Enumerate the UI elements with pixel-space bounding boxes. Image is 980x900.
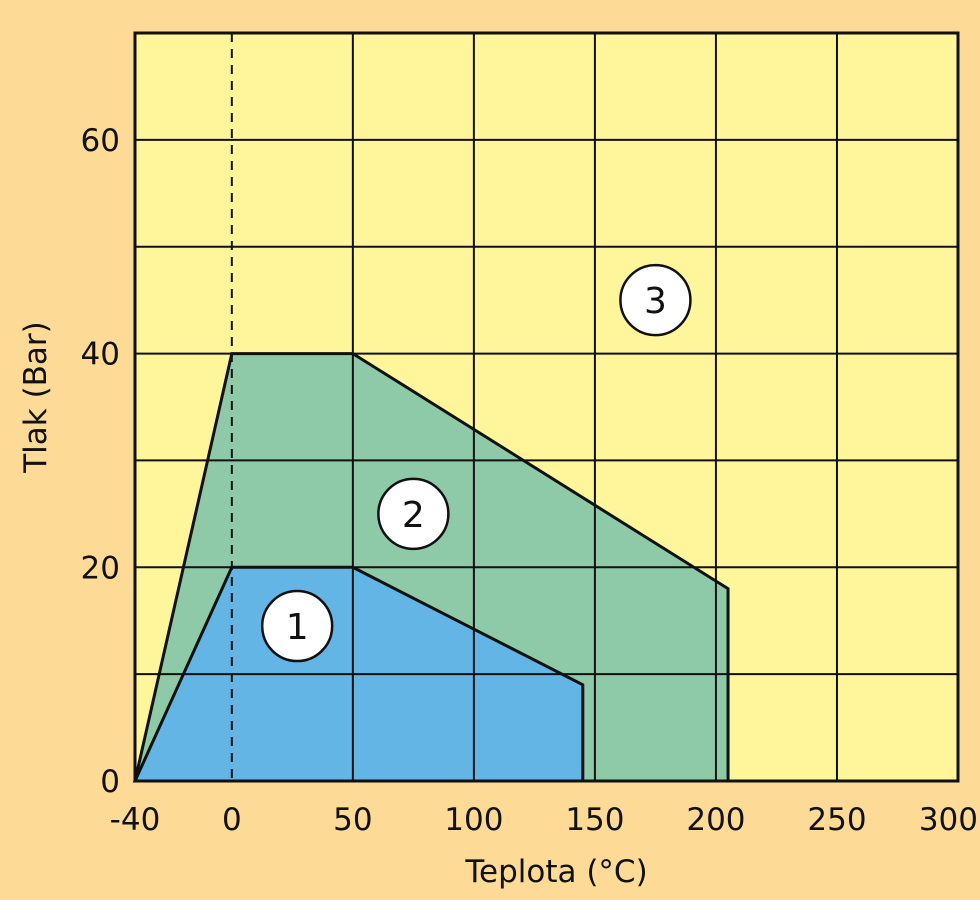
region-1-outline: [132, 565, 585, 783]
region-outline-layer: [132, 352, 730, 783]
x-tick-label-200: 200: [686, 802, 745, 838]
y-tick-label-40: 40: [81, 337, 120, 373]
zone-markers-layer: 2 1 3: [260, 263, 692, 663]
zone-marker-1-label: 1: [286, 607, 309, 648]
x-tick-label-250: 250: [807, 802, 866, 838]
region-2-outline: [133, 352, 730, 783]
y-tick-label-60: 60: [81, 123, 120, 159]
x-axis-title: Teplota (°C): [464, 854, 647, 890]
x-tick-label-300: 300: [919, 802, 978, 838]
y-axis-title: Tlak (Bar): [18, 321, 54, 474]
x-tick-label-0: 0: [222, 802, 242, 838]
y-tick-label-20: 20: [81, 550, 120, 586]
zone-marker-2-label: 2: [402, 495, 425, 536]
zone-marker-3-circle: [619, 263, 692, 337]
y-tick-label-0: 0: [100, 764, 120, 800]
zone-marker-1-circle: [260, 589, 334, 663]
zone-marker-2-circle: [377, 477, 450, 551]
zone-marker-3-label: 3: [644, 281, 667, 322]
x-tick-label-150: 150: [565, 802, 624, 838]
x-tick-label-50: 50: [333, 802, 372, 838]
x-tick-label--40: -40: [110, 802, 161, 838]
x-tick-label-100: 100: [444, 802, 503, 838]
